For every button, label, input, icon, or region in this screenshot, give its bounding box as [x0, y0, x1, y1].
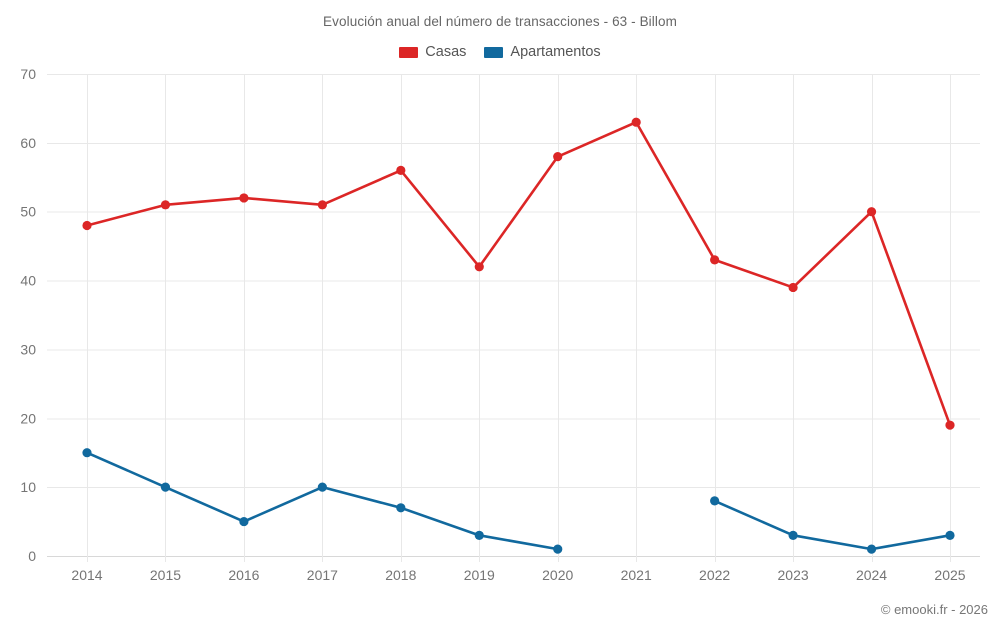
legend-swatch-casas [399, 46, 419, 58]
data-point[interactable] [710, 496, 720, 506]
copyright-credit: © emooki.fr - 2026 [880, 602, 988, 617]
data-point[interactable] [82, 448, 92, 458]
y-axis-tick-label: 10 [20, 479, 36, 495]
series-line [85, 120, 952, 427]
data-point[interactable] [631, 117, 641, 127]
data-point[interactable] [866, 207, 877, 217]
x-axis-tick-label: 2014 [71, 567, 102, 583]
y-axis-tick-label: 50 [20, 204, 36, 220]
x-axis-tick-label: 2015 [150, 567, 181, 583]
x-axis-tick-label: 2019 [464, 567, 495, 583]
x-axis-tick-label: 2022 [699, 567, 730, 583]
data-point[interactable] [239, 516, 249, 527]
x-axis-tick-labels: 2014 2015 2016 2017 2018 2019 2020 2021 2022 2023… [71, 567, 965, 583]
y-axis-tick-labels: 0 10 20 30 40 50 60 70 [20, 66, 36, 564]
series-line [713, 499, 952, 551]
y-axis-tick-label: 40 [20, 273, 36, 289]
chart-legend: Casas Apartamentos [0, 45, 1000, 60]
data-point[interactable] [160, 482, 171, 492]
x-axis-tick-label: 2024 [856, 567, 887, 583]
data-point[interactable] [788, 530, 798, 540]
data-point[interactable] [160, 200, 171, 210]
data-point[interactable] [474, 262, 484, 272]
y-axis-tick-label: 0 [28, 548, 36, 564]
data-point[interactable] [788, 282, 798, 293]
data-point[interactable] [553, 152, 563, 162]
chart-title: Evolución anual del número de transaccio… [323, 14, 677, 29]
series-apartamentos [82, 448, 955, 554]
x-axis-tick-label: 2017 [307, 567, 338, 583]
legend-label-apartamentos: Apartamentos [510, 44, 601, 60]
x-axis-tick-label: 2016 [228, 567, 259, 583]
legend-label-casas: Casas [425, 44, 467, 60]
data-series-group [82, 117, 955, 554]
x-axis-tick-label: 2018 [385, 567, 416, 583]
data-point[interactable] [710, 255, 720, 265]
legend-swatch-apartamentos [484, 46, 504, 58]
series-casas [82, 117, 955, 430]
y-axis-tick-label: 20 [20, 410, 36, 426]
data-point[interactable] [317, 482, 327, 492]
data-point[interactable] [396, 503, 406, 513]
y-axis-tick-label: 60 [20, 135, 36, 151]
data-point[interactable] [396, 165, 406, 175]
data-point[interactable] [239, 193, 249, 203]
y-axis-tick-label: 70 [20, 66, 36, 82]
legend-item-casas[interactable]: Casas [399, 45, 466, 60]
gridlines [47, 74, 980, 562]
legend-item-apartamentos[interactable]: Apartamentos [484, 44, 601, 60]
x-axis-tick-label: 2021 [621, 567, 652, 583]
x-axis-tick-label: 2020 [542, 567, 573, 583]
data-point[interactable] [82, 220, 92, 231]
data-point[interactable] [474, 530, 484, 540]
x-axis-tick-label: 2025 [934, 567, 965, 583]
data-point[interactable] [317, 200, 327, 210]
x-axis-tick-label: 2023 [778, 567, 809, 583]
data-point[interactable] [945, 530, 955, 540]
data-point[interactable] [945, 420, 955, 430]
data-point[interactable] [553, 544, 563, 554]
y-axis-tick-label: 30 [20, 341, 36, 357]
data-point[interactable] [866, 544, 877, 554]
